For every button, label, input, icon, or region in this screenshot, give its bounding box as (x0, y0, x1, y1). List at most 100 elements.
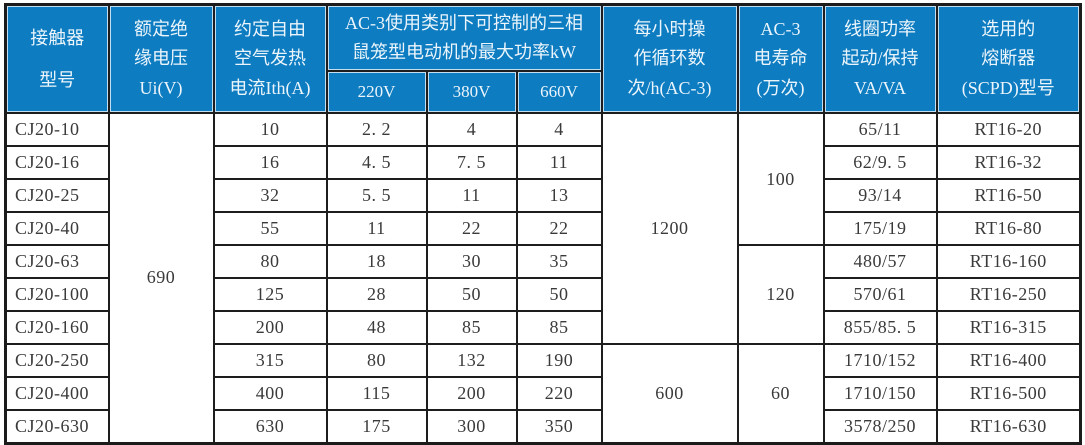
cell-life-merged: 100 (736, 112, 825, 246)
cell-p380: 4 (425, 112, 518, 147)
header-coil-power: 线圈功率 起动/保持 VA/VA (822, 3, 938, 114)
cell-p380: 132 (425, 343, 518, 378)
cell-fuse: RT16-20 (935, 112, 1082, 147)
table-row: CJ20-10 690 10 2. 2 4 4 1200 100 65/11 R… (4, 112, 1082, 444)
cell-p220: 115 (325, 376, 428, 411)
header-380v: 380V (425, 70, 518, 114)
header-ac3-power-group: AC-3使用类别下可控制的三相 鼠笼型电动机的最大功率kW (325, 3, 603, 72)
cell-model: CJ20-10 (4, 112, 110, 147)
header-fuse-model: 选用的 熔断器 (SCPD)型号 (935, 3, 1082, 114)
cell-model: CJ20-400 (4, 376, 110, 411)
cell-fuse: RT16-32 (935, 145, 1082, 180)
cell-ith: 630 (212, 409, 328, 444)
cell-p380: 300 (425, 409, 518, 444)
cell-coil: 93/14 (822, 178, 938, 213)
cell-p380: 50 (425, 277, 518, 312)
header-electrical-life: AC-3 电寿命 (万次) (736, 3, 825, 114)
table-row: CJ20-250 315 80 132 190 600 60 1710/152 … (4, 343, 1082, 444)
cell-model: CJ20-16 (4, 145, 110, 180)
contactor-spec-table: 接触器 型号 额定绝 缘电压 Ui(V) 约定自由 空气发热 电流Ith(A) … (4, 3, 1082, 445)
header-thermal-current: 约定自由 空气发热 电流Ith(A) (212, 3, 328, 114)
cell-coil: 570/61 (822, 277, 938, 312)
cell-p220: 48 (325, 310, 428, 345)
table-row: CJ20-40 55 11 22 22 175/19 RT16-80 (4, 211, 1082, 246)
cell-life-merged: 120 (736, 244, 825, 345)
cell-coil: 1710/152 (822, 343, 938, 378)
table-row: CJ20-63 80 18 30 35 120 480/57 RT16-160 (4, 244, 1082, 345)
cell-p220: 175 (325, 409, 428, 444)
table-row: CJ20-25 32 5. 5 11 13 93/14 RT16-50 (4, 178, 1082, 213)
cell-model: CJ20-40 (4, 211, 110, 246)
cell-fuse: RT16-80 (935, 211, 1082, 246)
cell-p220: 2. 2 (325, 112, 428, 147)
header-insulation-voltage: 额定绝 缘电压 Ui(V) (107, 3, 215, 114)
cell-ith: 32 (212, 178, 328, 213)
cell-p380: 11 (425, 178, 518, 213)
cell-model: CJ20-630 (4, 409, 110, 444)
cell-model: CJ20-63 (4, 244, 110, 279)
table-body: CJ20-10 690 10 2. 2 4 4 1200 100 65/11 R… (4, 112, 1082, 444)
cell-coil: 480/57 (822, 244, 938, 279)
cell-p220: 80 (325, 343, 428, 378)
cell-p660: 4 (515, 112, 603, 147)
cell-fuse: RT16-315 (935, 310, 1082, 345)
cell-model: CJ20-100 (4, 277, 110, 312)
cell-p220: 11 (325, 211, 428, 246)
cell-fuse: RT16-50 (935, 178, 1082, 213)
table-row: CJ20-160 200 48 85 85 855/85. 5 RT16-315 (4, 310, 1082, 345)
header-660v: 660V (515, 70, 603, 114)
cell-coil: 1710/150 (822, 376, 938, 411)
cell-fuse: RT16-630 (935, 409, 1082, 444)
cell-p660: 220 (515, 376, 603, 411)
cell-p220: 28 (325, 277, 428, 312)
cell-p380: 22 (425, 211, 518, 246)
cell-p380: 7. 5 (425, 145, 518, 180)
cell-p220: 18 (325, 244, 428, 279)
cell-ith: 315 (212, 343, 328, 378)
cell-fuse: RT16-160 (935, 244, 1082, 279)
cell-p660: 11 (515, 145, 603, 180)
cell-coil: 175/19 (822, 211, 938, 246)
cell-coil: 65/11 (822, 112, 938, 147)
header-cycles-per-hour: 每小时操 作循环数 次/h(AC-3) (600, 3, 739, 114)
cell-ith: 400 (212, 376, 328, 411)
cell-ui-merged: 690 (107, 112, 215, 444)
cell-fuse: RT16-500 (935, 376, 1082, 411)
table-row: CJ20-100 125 28 50 50 570/61 RT16-250 (4, 277, 1082, 312)
cell-ith: 55 (212, 211, 328, 246)
cell-life-merged: 60 (736, 343, 825, 444)
cell-p380: 200 (425, 376, 518, 411)
cell-cycles-merged: 1200 (600, 112, 739, 345)
cell-fuse: RT16-400 (935, 343, 1082, 378)
header-220v: 220V (325, 70, 428, 114)
cell-coil: 62/9. 5 (822, 145, 938, 180)
cell-ith: 125 (212, 277, 328, 312)
cell-p380: 85 (425, 310, 518, 345)
table-header: 接触器 型号 额定绝 缘电压 Ui(V) 约定自由 空气发热 电流Ith(A) … (4, 3, 1082, 114)
table-row: CJ20-16 16 4. 5 7. 5 11 62/9. 5 RT16-32 (4, 145, 1082, 180)
cell-p660: 85 (515, 310, 603, 345)
table-row: CJ20-400 400 115 200 220 1710/150 RT16-5… (4, 376, 1082, 411)
cell-ith: 16 (212, 145, 328, 180)
cell-model: CJ20-250 (4, 343, 110, 378)
cell-ith: 200 (212, 310, 328, 345)
cell-p220: 4. 5 (325, 145, 428, 180)
cell-p660: 350 (515, 409, 603, 444)
cell-p660: 50 (515, 277, 603, 312)
cell-model: CJ20-25 (4, 178, 110, 213)
cell-coil: 855/85. 5 (822, 310, 938, 345)
cell-fuse: RT16-250 (935, 277, 1082, 312)
cell-ith: 10 (212, 112, 328, 147)
cell-p660: 190 (515, 343, 603, 378)
cell-coil: 3578/250 (822, 409, 938, 444)
cell-p660: 13 (515, 178, 603, 213)
cell-model: CJ20-160 (4, 310, 110, 345)
header-model: 接触器 型号 (4, 3, 110, 114)
cell-cycles-merged: 600 (600, 343, 739, 444)
cell-p660: 22 (515, 211, 603, 246)
cell-p220: 5. 5 (325, 178, 428, 213)
cell-p660: 35 (515, 244, 603, 279)
cell-p380: 30 (425, 244, 518, 279)
cell-ith: 80 (212, 244, 328, 279)
